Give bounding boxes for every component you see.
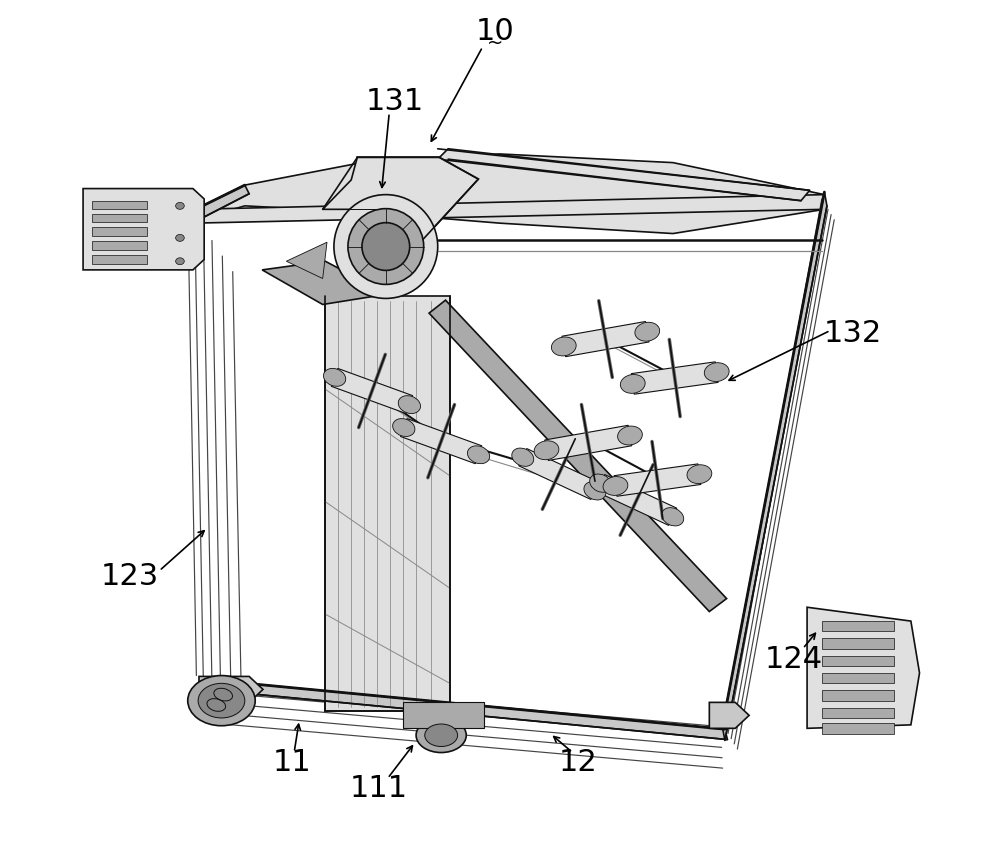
Polygon shape: [202, 679, 727, 740]
Ellipse shape: [687, 465, 712, 484]
Ellipse shape: [618, 426, 642, 445]
Ellipse shape: [416, 718, 466, 753]
Text: 111: 111: [350, 774, 408, 804]
Polygon shape: [709, 702, 749, 728]
Ellipse shape: [704, 362, 729, 381]
Polygon shape: [722, 192, 827, 740]
Polygon shape: [286, 242, 327, 279]
Polygon shape: [822, 690, 894, 701]
Ellipse shape: [398, 395, 420, 413]
Text: ~: ~: [487, 34, 503, 53]
Polygon shape: [92, 201, 147, 209]
Ellipse shape: [323, 368, 346, 387]
Ellipse shape: [512, 448, 534, 466]
Polygon shape: [262, 261, 388, 304]
Text: 12: 12: [558, 748, 597, 778]
Ellipse shape: [662, 508, 684, 526]
Polygon shape: [597, 475, 677, 525]
Polygon shape: [401, 419, 482, 464]
Ellipse shape: [176, 234, 184, 241]
Text: 131: 131: [365, 86, 424, 116]
Polygon shape: [193, 154, 824, 234]
Polygon shape: [822, 708, 894, 718]
Text: 10: 10: [475, 16, 514, 46]
Polygon shape: [92, 255, 147, 264]
Ellipse shape: [393, 419, 415, 437]
Text: 11: 11: [273, 748, 312, 778]
Polygon shape: [822, 656, 894, 666]
Ellipse shape: [620, 375, 645, 394]
Polygon shape: [562, 322, 649, 356]
Polygon shape: [822, 621, 894, 631]
Polygon shape: [403, 702, 484, 728]
Polygon shape: [199, 676, 263, 702]
Ellipse shape: [425, 724, 458, 746]
Ellipse shape: [176, 202, 184, 209]
Text: 123: 123: [101, 562, 159, 592]
Polygon shape: [92, 227, 147, 236]
Ellipse shape: [198, 683, 245, 718]
Polygon shape: [429, 300, 727, 612]
Circle shape: [362, 222, 410, 271]
Polygon shape: [822, 673, 894, 683]
Polygon shape: [92, 241, 147, 250]
Ellipse shape: [467, 445, 490, 464]
Ellipse shape: [590, 474, 612, 492]
Ellipse shape: [188, 676, 255, 726]
Polygon shape: [545, 426, 632, 460]
Ellipse shape: [603, 477, 628, 496]
Polygon shape: [189, 185, 249, 221]
Polygon shape: [323, 157, 478, 242]
Polygon shape: [325, 296, 450, 711]
Ellipse shape: [584, 482, 606, 500]
Ellipse shape: [635, 323, 660, 341]
Polygon shape: [631, 362, 718, 394]
Polygon shape: [438, 149, 810, 201]
Ellipse shape: [534, 441, 559, 459]
Polygon shape: [92, 214, 147, 222]
Polygon shape: [807, 607, 920, 728]
Ellipse shape: [551, 337, 576, 356]
Ellipse shape: [176, 258, 184, 265]
Polygon shape: [519, 449, 599, 499]
Polygon shape: [331, 368, 413, 413]
Polygon shape: [822, 638, 894, 649]
Polygon shape: [83, 189, 204, 270]
Polygon shape: [193, 195, 824, 223]
Text: 132: 132: [824, 318, 882, 348]
Circle shape: [334, 195, 438, 298]
Polygon shape: [822, 723, 894, 734]
Text: 124: 124: [765, 644, 823, 674]
Polygon shape: [614, 464, 701, 497]
Circle shape: [348, 208, 424, 285]
